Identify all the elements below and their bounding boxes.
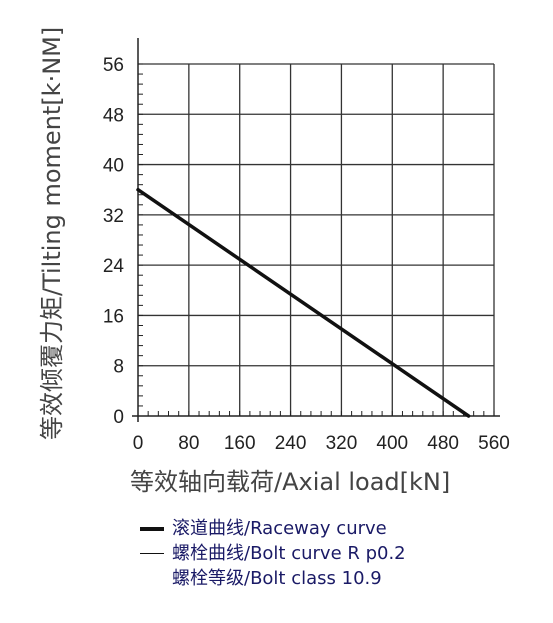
y-tick-label: 24 [103, 256, 125, 277]
legend: 滚道曲线/Raceway curve 螺栓曲线/Bolt curve R p0.… [140, 516, 406, 591]
legend-item-raceway: 滚道曲线/Raceway curve [140, 516, 406, 541]
x-tick-label: 0 [133, 433, 144, 454]
legend-label: 滚道曲线/Raceway curve [172, 518, 387, 539]
y-tick-label: 48 [103, 105, 124, 126]
x-tick-label: 560 [478, 433, 510, 454]
y-tick-label: 32 [103, 206, 124, 227]
x-axis-label: 等效轴向载荷/Axial load[kN] [130, 468, 450, 496]
grid [138, 63, 495, 416]
legend-item-bolt-class: 螺栓等级/Bolt class 10.9 [140, 566, 406, 591]
y-axis-label: 等效倾覆力矩/Tilting moment[k·NM] [38, 27, 66, 440]
series-layer [136, 187, 471, 418]
x-tick-label: 320 [326, 433, 358, 454]
series-line-raceway [136, 187, 471, 418]
legend-swatch-thick [140, 526, 164, 531]
x-tick-label: 160 [224, 433, 256, 454]
x-tick-label: 240 [275, 433, 307, 454]
legend-item-bolt-curve: 螺栓曲线/Bolt curve R p0.2 [140, 541, 406, 566]
y-tick-label: 0 [113, 407, 124, 428]
tick-labels: 0 80 160 240 320 400 480 560 0 8 16 24 32 40 48 56 [103, 55, 510, 454]
legend-swatch-thin [140, 552, 164, 555]
legend-label: 螺栓等级/Bolt class 10.9 [172, 568, 382, 589]
y-tick-label: 16 [103, 306, 124, 327]
x-tick-label: 400 [376, 433, 408, 454]
y-tick-label: 56 [103, 55, 124, 76]
axes [132, 38, 500, 422]
legend-label: 螺栓曲线/Bolt curve R p0.2 [172, 543, 406, 564]
x-tick-label: 80 [178, 433, 199, 454]
y-tick-label: 8 [113, 357, 124, 378]
y-tick-label: 40 [103, 156, 124, 177]
x-tick-label: 480 [427, 433, 459, 454]
